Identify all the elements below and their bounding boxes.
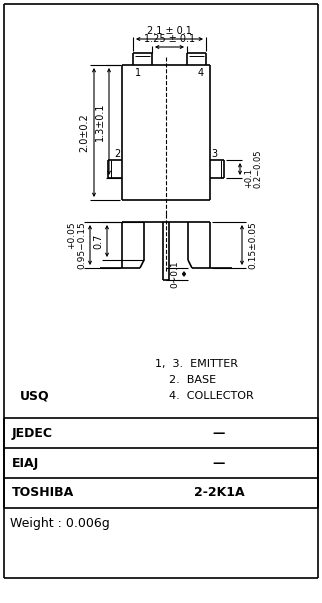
Text: TOSHIBA: TOSHIBA <box>12 487 74 499</box>
Text: EIAJ: EIAJ <box>12 456 39 470</box>
Text: 2.0±0.2: 2.0±0.2 <box>79 113 89 152</box>
Text: 1.25 ± 0.1: 1.25 ± 0.1 <box>144 34 195 44</box>
Text: 2.  BASE: 2. BASE <box>169 375 216 385</box>
Text: +0.1
0.2−0.05: +0.1 0.2−0.05 <box>244 150 263 188</box>
Text: 0.15±0.05: 0.15±0.05 <box>248 221 257 269</box>
Text: 3: 3 <box>211 149 217 159</box>
Text: —: — <box>213 456 225 470</box>
Text: 2.1 ± 0.1: 2.1 ± 0.1 <box>147 26 192 36</box>
Text: —: — <box>213 426 225 440</box>
Text: 1,  3.  EMITTER: 1, 3. EMITTER <box>155 359 238 369</box>
Text: 2-2K1A: 2-2K1A <box>194 487 244 499</box>
Text: 2: 2 <box>115 149 121 159</box>
Text: +0.05
0.95−0.15: +0.05 0.95−0.15 <box>67 221 86 269</box>
Text: Weight : 0.006g: Weight : 0.006g <box>10 517 110 531</box>
Text: 0.7: 0.7 <box>93 233 103 248</box>
Text: 1.3±0.1: 1.3±0.1 <box>95 103 105 140</box>
Text: 4.  COLLECTOR: 4. COLLECTOR <box>169 391 254 401</box>
Text: JEDEC: JEDEC <box>12 426 53 440</box>
Text: USQ: USQ <box>20 390 50 402</box>
Text: 0~0.1: 0~0.1 <box>170 260 179 288</box>
Text: 4: 4 <box>198 68 204 78</box>
Text: 1: 1 <box>135 68 141 78</box>
